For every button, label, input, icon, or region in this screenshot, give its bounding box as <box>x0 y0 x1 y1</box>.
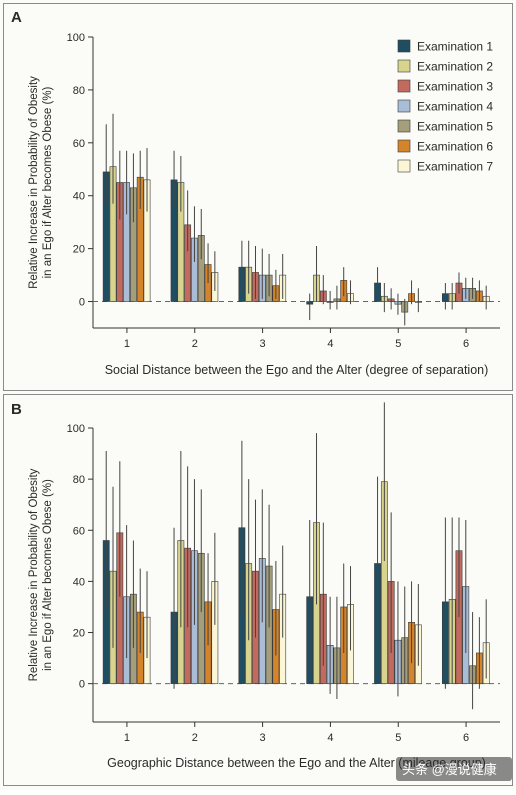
y-axis-label: Relative Increase in Probability of Obes… <box>28 468 40 681</box>
legend-label: Examination 7 <box>417 160 493 174</box>
legend-swatch <box>397 39 411 53</box>
legend-swatch <box>397 139 411 153</box>
y-axis-label: in an Ego if Alter becomes Obese (%) <box>42 86 54 278</box>
legend: Examination 1 Examination 2 Examination 3 E… <box>397 39 493 174</box>
x-tick-label: 6 <box>463 338 469 350</box>
y-tick-label: 100 <box>67 423 85 435</box>
x-tick-label: 5 <box>395 338 401 350</box>
x-axis-label: Geographic Distance between the Ego and … <box>107 756 486 770</box>
panel-a-chart: 0 20 40 60 80 100 1 2 3 4 5 6 Social Distance betwee… <box>28 32 500 377</box>
y-tick-label: 0 <box>79 297 85 309</box>
panel-b-chart: 0 20 40 60 80 100 1 2 3 4 5 6 Geographic Distance be… <box>28 402 500 770</box>
x-tick-label: 3 <box>260 732 266 744</box>
legend-label: Examination 4 <box>417 100 493 114</box>
x-axis-label: Social Distance between the Ego and the … <box>105 363 489 377</box>
legend-swatch <box>397 59 411 73</box>
panel-b-frame <box>3 394 513 786</box>
legend-swatch <box>397 99 411 113</box>
panel-a-frame <box>3 3 513 391</box>
watermark: 头条 @漫说健康 <box>396 757 512 781</box>
legend-label: Examination 1 <box>417 40 493 54</box>
legend-swatch <box>397 159 411 173</box>
panel-b-letter: B <box>11 401 22 418</box>
y-tick-label: 80 <box>73 474 85 486</box>
x-tick-label: 1 <box>124 732 130 744</box>
y-tick-label: 40 <box>73 576 85 588</box>
y-tick-label: 20 <box>73 628 85 640</box>
legend-label: Examination 2 <box>417 60 493 74</box>
y-tick-label: 0 <box>79 679 85 691</box>
x-tick-label: 1 <box>124 338 130 350</box>
x-tick-label: 6 <box>463 732 469 744</box>
x-tick-label: 4 <box>327 732 333 744</box>
watermark-text: 头条 @漫说健康 <box>402 762 497 777</box>
legend-swatch <box>397 79 411 93</box>
y-tick-label: 60 <box>73 138 85 150</box>
legend-swatch <box>397 119 411 133</box>
panel-a-letter: A <box>11 9 22 26</box>
y-axis-label: Relative Increase in Probability of Obes… <box>28 76 40 289</box>
x-tick-label: 3 <box>260 338 266 350</box>
y-tick-label: 20 <box>73 244 85 256</box>
legend-label: Examination 3 <box>417 80 493 94</box>
legend-label: Examination 5 <box>417 120 493 134</box>
y-axis-label: in an Ego if Alter becomes Obese (%) <box>42 479 54 671</box>
x-tick-label: 5 <box>395 732 401 744</box>
y-tick-label: 60 <box>73 525 85 537</box>
x-tick-label: 4 <box>327 338 333 350</box>
x-tick-label: 2 <box>192 732 198 744</box>
y-tick-label: 40 <box>73 191 85 203</box>
legend-label: Examination 6 <box>417 140 493 154</box>
y-tick-label: 100 <box>67 32 85 44</box>
x-tick-label: 2 <box>192 338 198 350</box>
y-tick-label: 80 <box>73 85 85 97</box>
